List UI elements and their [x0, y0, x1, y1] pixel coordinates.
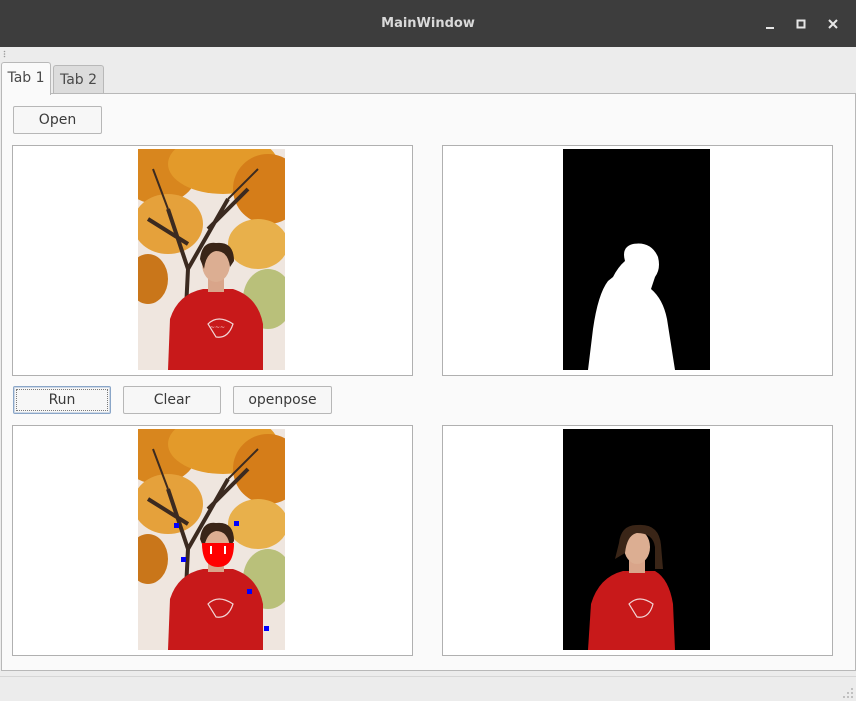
keypoint-marker	[234, 521, 239, 526]
window-title: MainWindow	[381, 16, 475, 31]
close-button[interactable]	[822, 13, 844, 35]
minimize-icon	[766, 27, 774, 29]
tab-2[interactable]: Tab 2	[53, 65, 104, 94]
tab-bar: Tab 1 Tab 2	[0, 62, 856, 95]
run-button[interactable]: Run	[13, 386, 111, 414]
cutout-image-panel	[442, 425, 833, 656]
segmentation-mask	[563, 149, 710, 370]
open-button[interactable]: Open	[13, 106, 102, 134]
tab-1[interactable]: Tab 1	[1, 62, 51, 95]
maximize-icon	[796, 19, 806, 29]
size-grip-icon[interactable]	[842, 687, 854, 699]
title-bar[interactable]: MainWindow	[0, 0, 856, 47]
keypoint-marker	[264, 626, 269, 631]
svg-text:~~~: ~~~	[210, 324, 225, 331]
annotated-photo	[138, 429, 285, 650]
keypoint-marker	[181, 557, 186, 562]
status-bar	[0, 676, 856, 701]
source-photo: ~~~	[138, 149, 285, 370]
minimize-button[interactable]	[759, 13, 781, 35]
mask-image-panel	[442, 145, 833, 376]
run-button-label: Run	[48, 392, 76, 408]
source-image-panel: ~~~	[12, 145, 413, 376]
maximize-button[interactable]	[790, 13, 812, 35]
clear-button[interactable]: Clear	[123, 386, 221, 414]
focus-ring	[16, 389, 108, 411]
close-icon	[828, 19, 838, 29]
openpose-button[interactable]: openpose	[233, 386, 332, 414]
person-cutout	[563, 429, 710, 650]
annotated-image-panel	[12, 425, 413, 656]
keypoint-marker	[247, 589, 252, 594]
toolbar-grip-icon[interactable]	[3, 50, 8, 58]
keypoint-marker	[174, 523, 179, 528]
